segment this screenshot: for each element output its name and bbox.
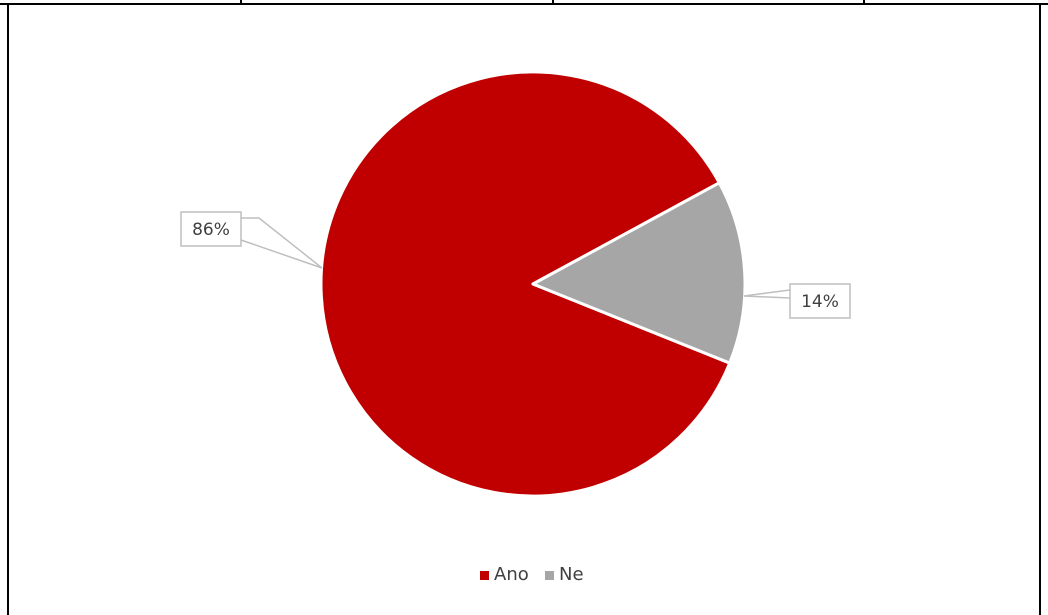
legend: Ano Ne — [480, 564, 584, 585]
data-labels: 86% 14% — [180, 211, 851, 319]
data-label-box-ano — [180, 211, 242, 247]
legend-label-ano: Ano — [494, 564, 529, 585]
legend-swatch-ano — [480, 571, 489, 580]
data-label-leader-ano — [240, 217, 323, 269]
data-label-ne: 14% — [801, 292, 839, 312]
legend-label-ne: Ne — [559, 564, 584, 585]
data-label-ano: 86% — [192, 220, 230, 240]
legend-swatch-ne — [545, 571, 554, 580]
pie-slices — [319, 70, 747, 498]
pie-slice-ano — [319, 70, 732, 498]
data-label-box-ne — [789, 283, 851, 319]
pie-slice-ne — [531, 181, 747, 365]
leader-lines — [240, 217, 791, 299]
data-label-leader-ne — [743, 289, 791, 299]
